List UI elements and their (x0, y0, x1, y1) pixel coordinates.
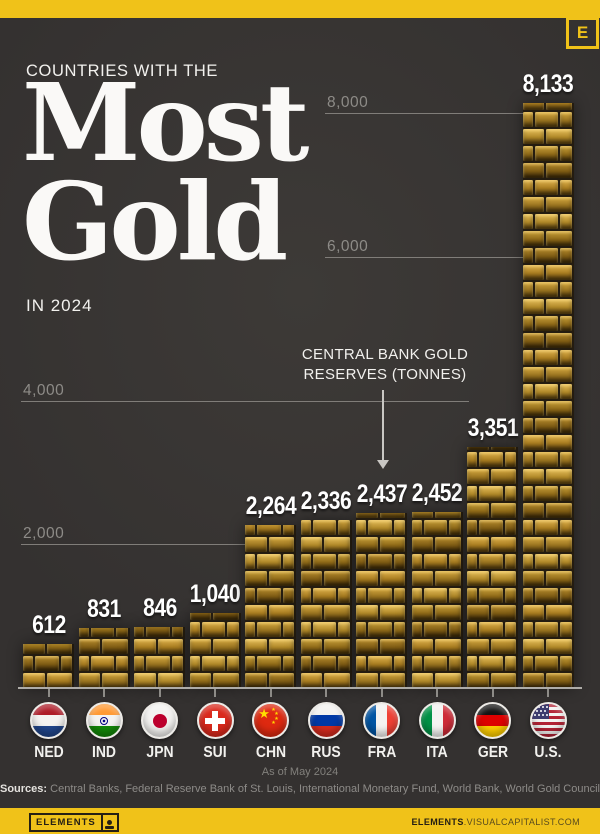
footer-url: ELEMENTS.VISUALCAPITALIST.COM (412, 817, 580, 827)
country-label-ned: NED (34, 744, 64, 761)
axis-tick-rus (325, 689, 328, 697)
page-title: Most Gold (22, 61, 309, 285)
gridline-6000 (325, 256, 523, 258)
india-flag-icon (85, 702, 123, 739)
country-label-jpn: JPN (146, 744, 174, 761)
bar-value-jpn: 846 (142, 594, 177, 622)
sources-note: Sources: Central Banks, Federal Reserve … (0, 783, 600, 795)
russia-flag-icon (307, 702, 345, 739)
gridline-4000 (21, 400, 469, 402)
gridline-label-2000: 2,000 (23, 525, 65, 543)
axis-tick-chn (269, 689, 272, 697)
footer-url-brand: ELEMENTS (411, 817, 464, 827)
bar-value-sui: 1,040 (190, 580, 241, 608)
bar-sui (189, 613, 241, 688)
axis-tick-jpn (158, 689, 161, 697)
bar-ned (23, 644, 75, 688)
gridline-label-8000: 8,000 (327, 94, 369, 111)
axis-tick-us (547, 689, 550, 697)
japan-flag-icon (141, 702, 179, 739)
country-label-ger: GER (477, 744, 508, 761)
annotation-line-2: RESERVES (TONNES) (303, 366, 467, 384)
bar-value-fra: 2,437 (356, 480, 408, 508)
x-axis-baseline (18, 687, 582, 689)
bar-value-us: 8,133 (523, 70, 574, 98)
axis-tick-ned (47, 689, 50, 697)
bar-us (522, 103, 574, 688)
bar-ita (411, 512, 463, 688)
axis-tick-ind (103, 689, 106, 697)
bar-ind (78, 628, 130, 688)
bar-chn (245, 525, 297, 688)
germany-flag-icon (474, 702, 512, 739)
bar-value-ger: 3,351 (467, 414, 519, 442)
bar-value-ind: 831 (87, 595, 122, 623)
title-line-1: Most (22, 61, 309, 186)
bar-value-chn: 2,264 (245, 492, 297, 520)
axis-tick-sui (214, 689, 217, 697)
axis-tick-ita (436, 689, 439, 697)
footer-accent-bar: ELEMENTS ELEMENTS.VISUALCAPITALIST.COM (0, 808, 600, 834)
italy-flag-icon (418, 702, 456, 739)
top-accent-bar (0, 0, 600, 18)
bar-rus (300, 520, 352, 688)
annotation-arrow-line (382, 390, 384, 460)
bar-jpn (134, 627, 186, 688)
annotation-arrow-head-icon (377, 460, 389, 469)
country-label-fra: FRA (367, 744, 397, 761)
bar-fra (356, 513, 408, 688)
sources-label: Sources: (0, 783, 48, 795)
united-states-flag-icon (529, 702, 567, 739)
chart-annotation: CENTRAL BANK GOLD RESERVES (TONNES) (285, 345, 485, 386)
country-label-rus: RUS (311, 744, 341, 761)
footer-url-domain: .VISUALCAPITALIST.COM (463, 817, 580, 827)
bar-ger (467, 447, 519, 688)
subtitle-year: IN 2024 (26, 296, 93, 315)
elements-e-badge: E (566, 17, 599, 49)
elements-logo: ELEMENTS (29, 813, 119, 832)
country-label-ind: IND (92, 744, 117, 761)
kicker-text: COUNTRIES WITH THE (26, 62, 218, 80)
axis-tick-ger (491, 689, 494, 697)
annotation-line-1: CENTRAL BANK GOLD (301, 346, 469, 363)
title-line-2: Gold (22, 160, 288, 285)
china-flag-icon: ★ ★ ★ ★ ★ (252, 702, 290, 739)
gridline-8000 (325, 113, 523, 114)
bar-value-ita: 2,452 (412, 479, 463, 507)
bar-value-rus: 2,336 (301, 487, 352, 515)
bar-value-ned: 612 (31, 611, 66, 639)
france-flag-icon (363, 702, 401, 739)
elements-logo-text: ELEMENTS (31, 815, 103, 830)
country-label-sui: SUI (203, 744, 227, 761)
gridline-label-6000: 6,000 (327, 237, 369, 255)
gridline-label-4000: 4,000 (23, 381, 65, 399)
elements-logo-mark-icon (103, 815, 117, 830)
as-of-note: As of May 2024 (261, 766, 339, 778)
switzerland-flag-icon (196, 702, 234, 739)
netherlands-flag-icon (30, 702, 68, 739)
country-label-ita: ITA (426, 744, 448, 761)
axis-tick-fra (380, 689, 383, 697)
sources-text: Central Banks, Federal Reserve Bank of S… (47, 783, 600, 795)
gridline-2000 (21, 544, 246, 546)
country-label-us: U.S. (534, 744, 562, 761)
country-label-chn: CHN (255, 744, 286, 761)
